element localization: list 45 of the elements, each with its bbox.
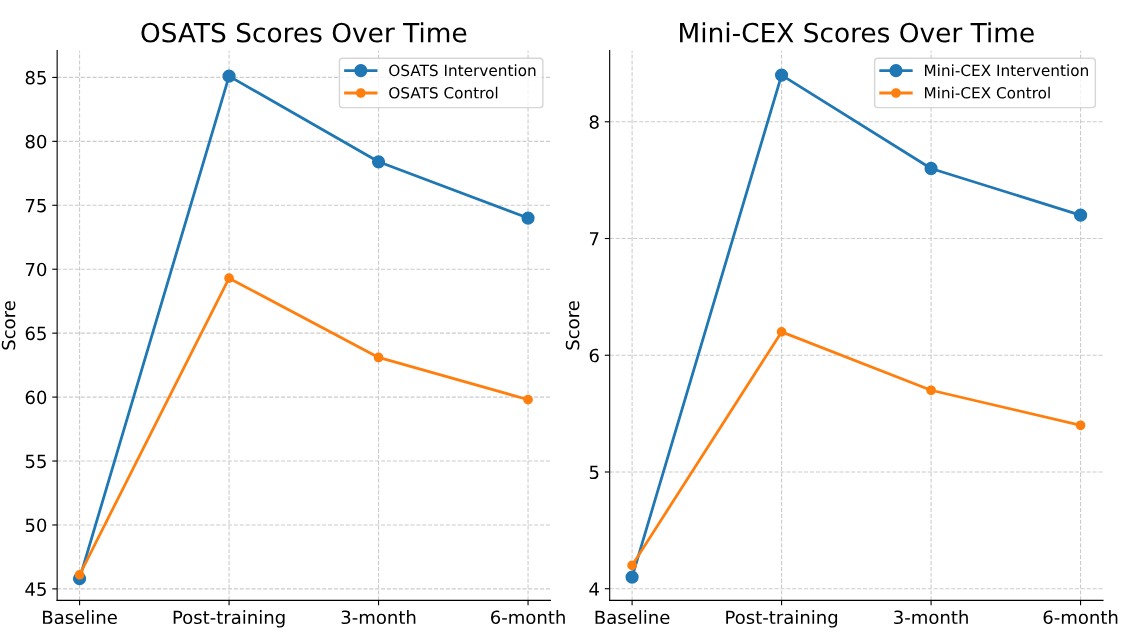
y-tick-label: 45 [25,582,46,597]
legend-label: OSATS Intervention [389,64,536,77]
y-tick-label: 60 [25,390,47,405]
x-tick-label: Baseline [595,610,670,625]
y-axis-title: Score [1,301,16,350]
y-tick-label: 5 [589,465,599,480]
chart-title: Mini-CEX Scores Over Time [680,22,1034,43]
y-tick-label: 6 [589,348,599,363]
x-tick-label: 3-month [894,610,968,625]
x-tick-label: Baseline [43,610,117,625]
legend-label: OSATS Control [389,86,498,99]
point [371,155,386,169]
legend-label: Mini-CEX Intervention [924,64,1088,77]
point [776,327,787,337]
y-tick-label: 80 [25,134,47,149]
point [924,161,938,176]
y-tick-label: 85 [25,70,46,85]
point [627,560,637,571]
y-tick-label: 55 [25,454,46,469]
x-tick-label: Post-training [173,610,285,628]
y-tick-label: 4 [589,582,599,596]
y-axis-title: Score [565,301,580,350]
x-tick-label: Post-training [726,610,838,628]
point [222,69,236,83]
y-tick-label: 8 [589,115,599,129]
legend-label: Mini-CEX Control [924,86,1050,99]
chart-title: OSATS Scores Over Time [141,22,467,43]
point [1075,420,1086,431]
x-tick-label: 6-month [1043,610,1118,625]
y-tick-label: 75 [25,198,46,213]
point [523,394,533,405]
point [224,273,234,284]
point [373,352,384,363]
point [625,570,639,584]
point [926,385,936,396]
y-tick-label: 7 [589,232,599,246]
point [774,68,789,82]
point [1073,208,1088,222]
point [521,211,535,225]
point [74,569,85,580]
y-tick-label: 65 [25,326,46,341]
x-tick-label: 6-month [491,610,565,625]
y-tick-label: 70 [25,262,47,277]
y-tick-label: 50 [25,518,47,533]
x-tick-label: 3-month [341,610,416,625]
